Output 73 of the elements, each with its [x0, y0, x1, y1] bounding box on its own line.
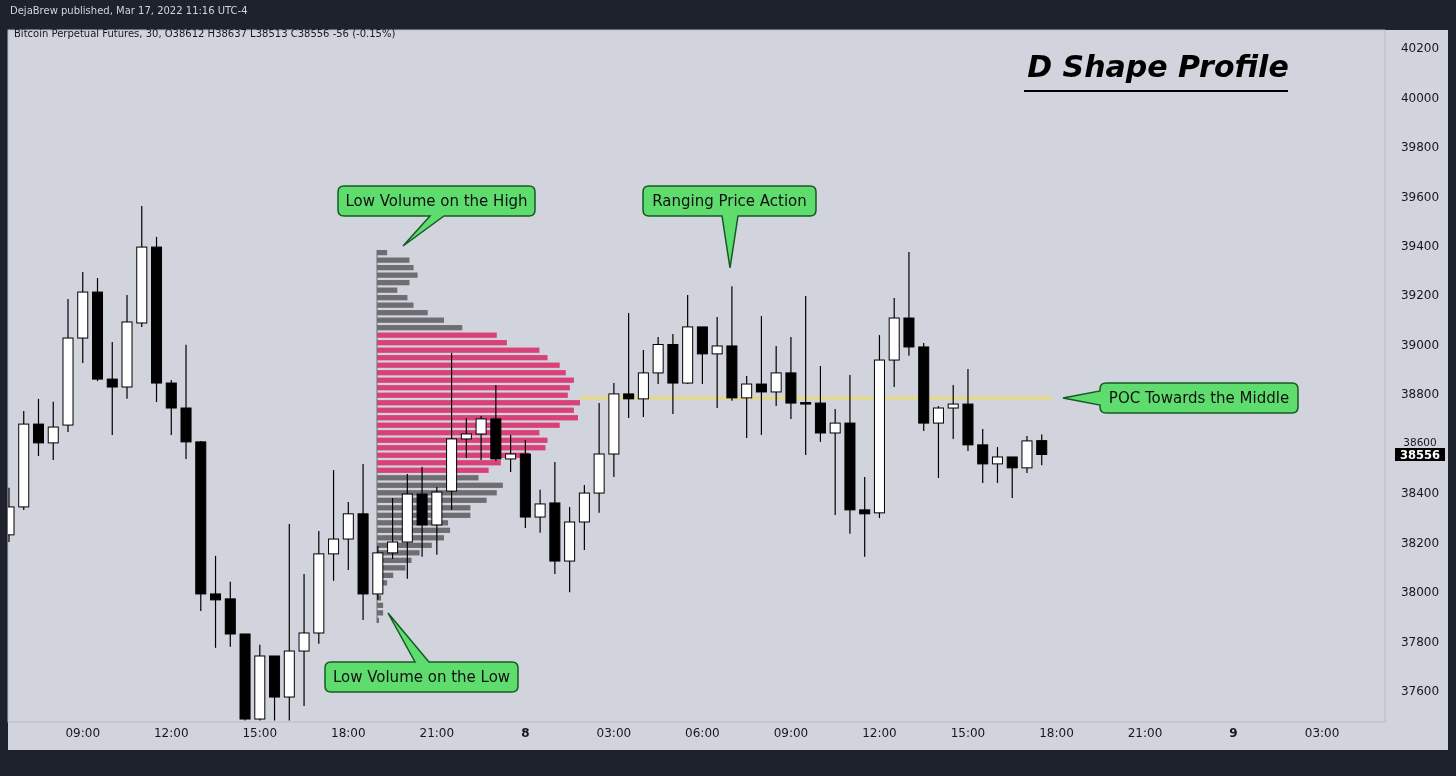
y-tick-label: 39200: [1400, 288, 1440, 303]
y-tick-label: 38000: [1400, 585, 1440, 600]
bar: [377, 385, 570, 391]
annotation: Ranging Price Action: [652, 192, 807, 211]
bar: [377, 362, 560, 368]
y-tick-label: 38800: [1400, 387, 1440, 402]
bar: [377, 370, 566, 376]
bar: [377, 407, 574, 413]
candlestick: [475, 415, 487, 461]
y-tick-label: 39000: [1400, 337, 1440, 352]
y-tick-label: 40000: [1400, 90, 1440, 105]
candlestick: [534, 489, 546, 534]
candlestick: [298, 573, 310, 707]
x-tick-label: 12:00: [153, 726, 189, 740]
x-tick-label: 21:00: [1127, 726, 1163, 740]
x-tick-label: 09:00: [773, 726, 809, 740]
annotation: Low Volume on the Low: [332, 668, 511, 687]
x-tick-label: 8: [521, 726, 530, 740]
text: DejaBrew published, Mar 17, 2022 11:16 UTC-4: [10, 5, 248, 16]
bar: [377, 340, 507, 346]
candlestick: [711, 316, 723, 409]
bar: [377, 377, 574, 383]
chart-subtitle: Bitcoin Perpetual Futures, 30, O38612 H38637 L38513 C38556 -56 (-0.15%): [14, 28, 396, 39]
candlestick: [210, 555, 222, 649]
bar: [377, 400, 580, 406]
x-tick-label: 21:00: [419, 726, 455, 740]
y-tick-label: 37800: [1400, 634, 1440, 649]
candlestick: [770, 345, 782, 407]
x-tick-label: 18:00: [331, 726, 366, 740]
candlestick: [829, 408, 841, 516]
candlestick: [106, 341, 118, 436]
x-tick-label: 18:00: [1039, 726, 1074, 740]
candlestick: [47, 401, 59, 461]
y-tick-label: 39600: [1400, 189, 1440, 204]
candlestick: [328, 469, 340, 582]
x-tick-label: 15:00: [242, 726, 278, 740]
y-tick-label: 39800: [1400, 140, 1440, 155]
annotation: Low Volume on the High: [345, 192, 528, 211]
y-tick-label: 37600: [1400, 684, 1440, 699]
candlestick: [755, 315, 767, 436]
x-tick-label: 03:00: [596, 726, 632, 740]
candlestick: [460, 417, 472, 459]
candlestick: [1036, 433, 1048, 466]
candlestick: [505, 434, 517, 473]
candlestick: [947, 384, 959, 440]
candlestick: [991, 446, 1003, 484]
y-tick-label: 38600: [1403, 436, 1437, 449]
candlestick: [859, 476, 871, 558]
candlestick: [1006, 456, 1018, 499]
candlestick: [741, 375, 753, 439]
candlestick: [932, 405, 944, 479]
y-tick-label: 40200: [1400, 41, 1440, 56]
candlestick: [800, 295, 812, 456]
text: 38556: [1399, 447, 1441, 462]
candlestick: [623, 312, 635, 419]
y-tick-label: 39400: [1400, 239, 1440, 254]
bar: [377, 355, 548, 361]
candlestick: [387, 497, 399, 560]
x-tick-label: 06:00: [685, 726, 720, 740]
candlestick: [977, 428, 989, 484]
y-tick-label: 38400: [1400, 486, 1440, 501]
x-tick-label: 15:00: [950, 726, 986, 740]
x-tick-label: 9: [1229, 726, 1238, 740]
bar: [377, 347, 540, 353]
bar: [377, 392, 568, 398]
x-tick-label: 03:00: [1304, 726, 1340, 740]
bar: [377, 332, 497, 338]
x-tick-label: 09:00: [65, 726, 101, 740]
y-tick-label: 38200: [1400, 535, 1440, 550]
text: D Shape Profile: [1027, 49, 1289, 84]
annotation: POC Towards the Middle: [1108, 389, 1290, 408]
x-tick-label: 12:00: [862, 726, 897, 740]
candlestick: [32, 398, 45, 457]
